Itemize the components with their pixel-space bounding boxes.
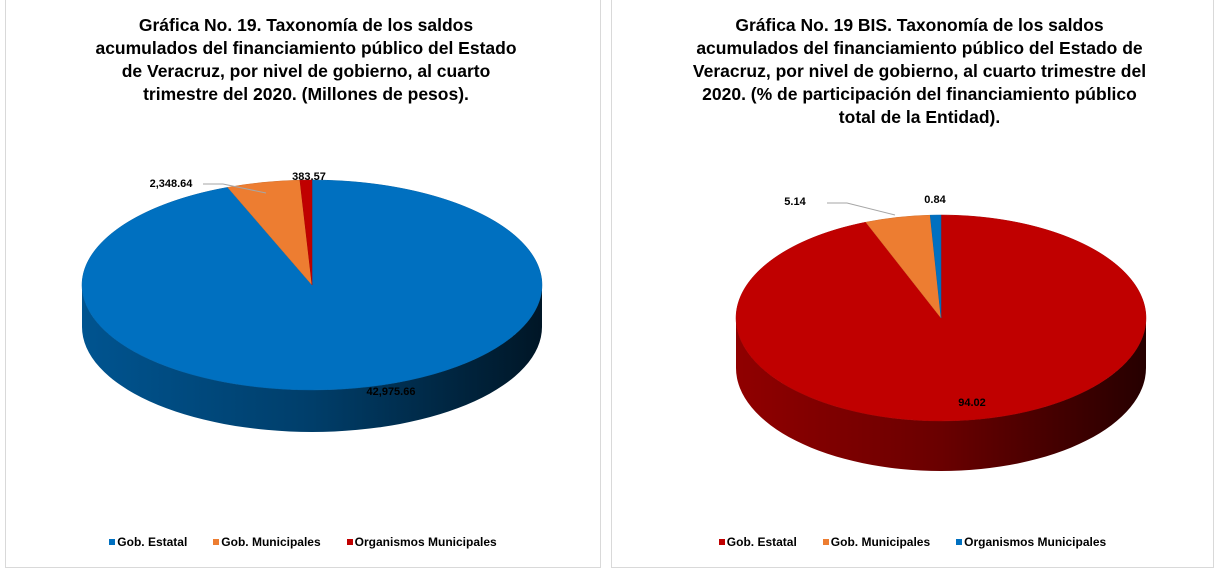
chart: 42,975.66 2,348.64 383.57 (81, 171, 543, 432)
legend-item: Organismos Municipales (346, 535, 497, 549)
pie-slice (929, 214, 942, 319)
legend-label: Gob. Municipales (221, 535, 321, 549)
chart-panel: Gráfica No. 19. Taxonomía de los saldos … (5, 0, 601, 568)
legend-swatch (213, 539, 220, 545)
legend-item: Gob. Municipales (822, 535, 931, 549)
leader-line (827, 202, 896, 216)
legend-swatch (346, 539, 353, 545)
pie-side (82, 285, 542, 432)
chart-title: Gráfica No. 19. Taxonomía de los saldos … (95, 15, 517, 104)
legend-label: Gob. Estatal (726, 535, 797, 549)
chart-title: Gráfica No. 19 BIS. Taxonomía de los sal… (692, 15, 1147, 127)
legend-swatch (956, 539, 963, 545)
legend-item: Gob. Estatal (718, 535, 797, 549)
legend-swatch (718, 539, 725, 545)
data-label: 0.84 (924, 194, 946, 206)
legend-label: Organismos Municipales (964, 535, 1107, 549)
leader-line (203, 183, 267, 194)
pie-slice (299, 179, 313, 286)
pie-side (736, 318, 1146, 471)
chart-panel: Gráfica No. 19 BIS. Taxonomía de los sal… (611, 0, 1214, 568)
legend-swatch (109, 539, 116, 545)
chart: 94.02 5.14 0.84 (735, 194, 1147, 471)
legend-label: Organismos Municipales (354, 535, 497, 549)
legend-item: Gob. Municipales (213, 535, 321, 549)
legend-label: Gob. Estatal (117, 535, 188, 549)
legend: Gob. Estatal Gob. Municipales Organismos M… (6, 535, 600, 549)
data-label: 42,975.66 (367, 386, 416, 398)
pie-slice (81, 179, 543, 391)
legend: Gob. Estatal Gob. Municipales Organismos M… (612, 535, 1213, 549)
data-label: 5.14 (784, 196, 806, 208)
legend-item: Gob. Estatal (109, 535, 187, 549)
legend-label: Gob. Municipales (830, 535, 931, 549)
data-label: 2,348.64 (150, 178, 194, 190)
data-label: 94.02 (958, 397, 986, 409)
legend-item: Organismos Municipales (956, 535, 1106, 549)
legend-swatch (822, 539, 829, 545)
data-label: 383.57 (292, 171, 326, 183)
